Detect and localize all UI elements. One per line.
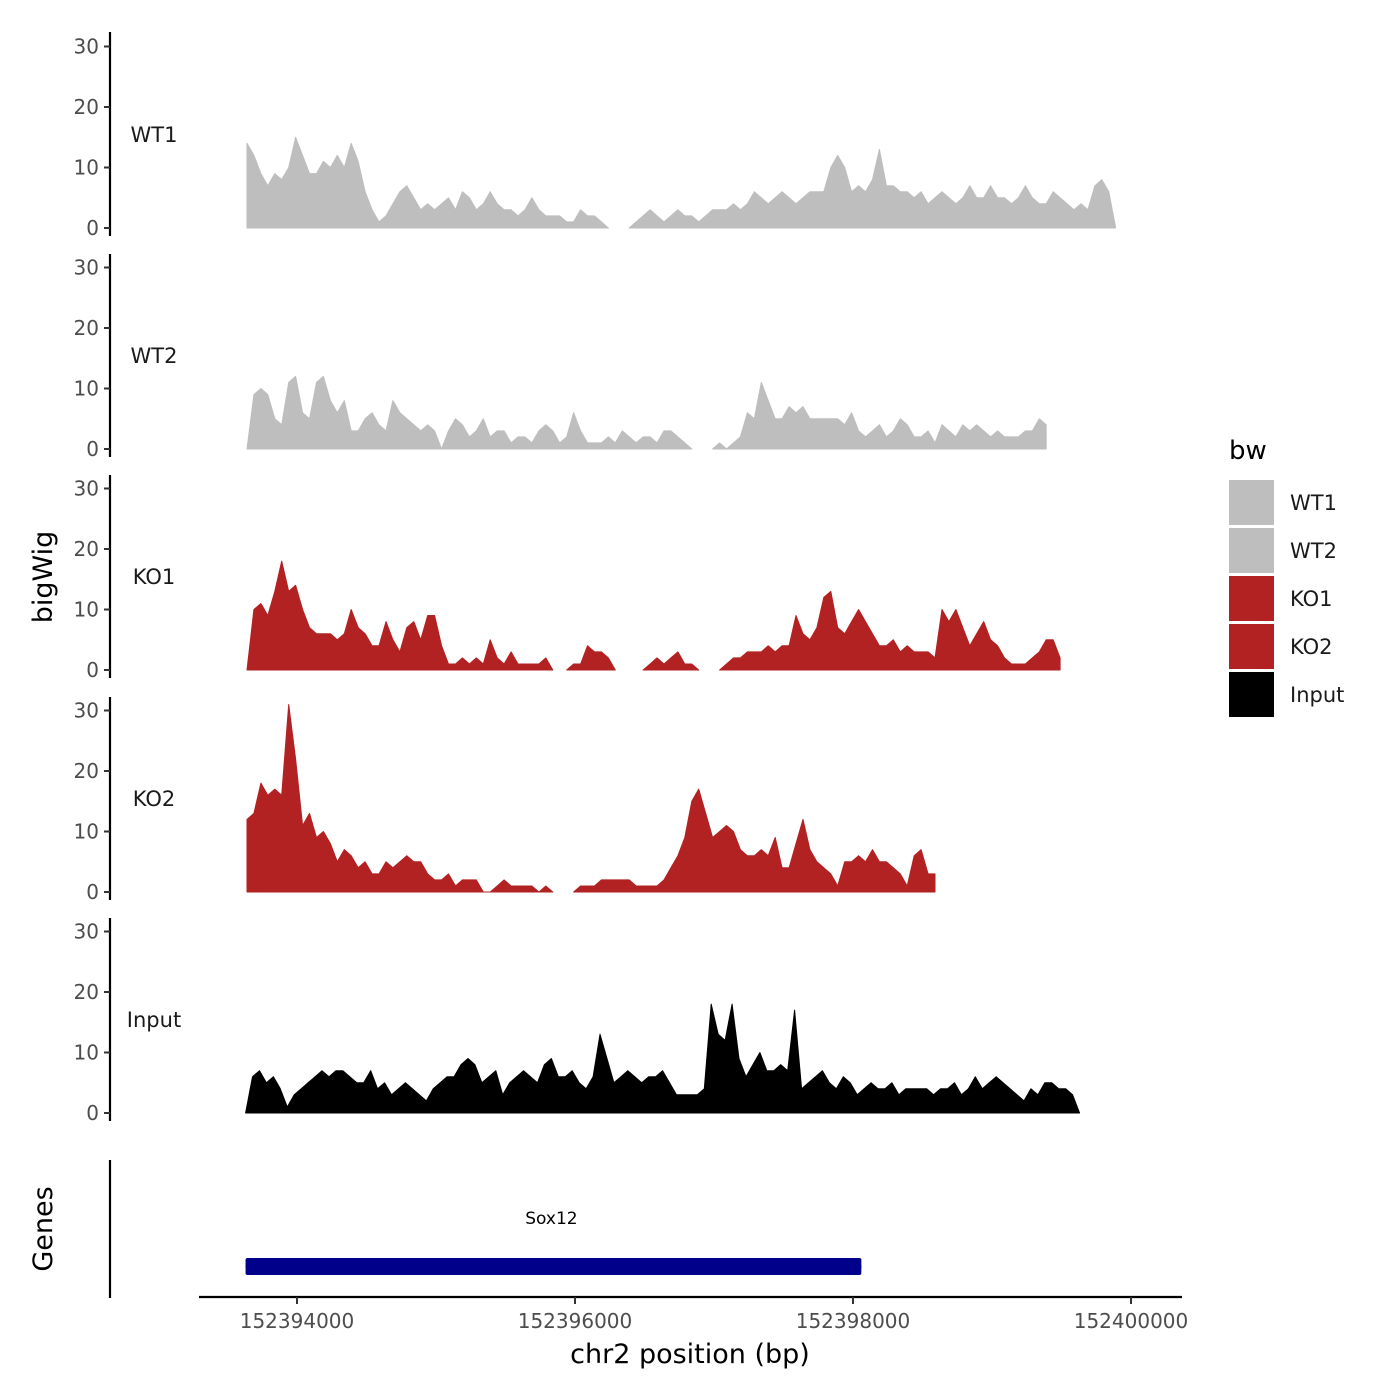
y-tick-label: 20 [74,980,99,1004]
legend-swatch-ko2 [1229,624,1274,669]
gene-track: Sox12 [108,1160,862,1298]
track-label: KO1 [133,565,176,589]
y-tick-label: 30 [74,256,99,280]
y-tick-label: 10 [74,156,99,180]
track-label: WT1 [131,123,178,147]
signal-area [573,788,936,893]
legend-swatch-ko1 [1229,576,1274,621]
legend-swatch-wt1 [1229,480,1274,525]
y-tick-label: 20 [74,537,99,561]
track-label: WT2 [131,344,178,368]
legend-swatch-wt2 [1229,528,1274,573]
signal-area [712,381,1047,450]
legend-swatch-input [1229,672,1274,717]
x-tick-label: 152398000 [796,1309,911,1333]
track-ko1: 0 10 20 30 KO1 [74,475,1061,682]
y-tick-label: 30 [74,35,99,59]
track-input: 0 10 20 30 Input [74,918,1081,1125]
y-tick-label: 10 [74,820,99,844]
signal-area [628,148,1117,229]
signal-area [566,645,616,671]
y-tick-label: 30 [74,477,99,501]
signal-tracks: 0 10 20 30 WT1 0 10 20 30 WT2 0 10 20 30 KO1 0 10 20 30 KO2… [74,32,1117,1125]
y-tick-label: 0 [86,216,99,240]
legend-label-wt2: WT2 [1290,539,1337,563]
x-tick-label: 152394000 [240,1309,355,1333]
gene-track-title: Genes [28,1186,59,1271]
y-tick-label: 0 [86,658,99,682]
legend-label-ko1: KO1 [1290,587,1333,611]
signal-area [245,1003,1081,1114]
signal-area [719,590,1061,671]
y-axis-title: bigWig [28,531,59,624]
legend: bw WT1 WT2 KO1 KO2 Input [1229,436,1344,717]
y-tick-label: 20 [74,316,99,340]
x-tick-label: 152396000 [518,1309,633,1333]
legend-label-ko2: KO2 [1290,635,1333,659]
signal-area [246,704,554,893]
y-tick-label: 0 [86,880,99,904]
track-wt2: 0 10 20 30 WT2 [74,254,1047,461]
x-axis: 152394000 152396000 152398000 152400000 [199,1295,1189,1333]
signal-area [642,651,700,671]
y-tick-label: 10 [74,1041,99,1065]
legend-title: bw [1229,436,1267,466]
y-tick-label: 10 [74,377,99,401]
track-label: Input [127,1008,181,1032]
x-tick-label: 152400000 [1074,1309,1189,1333]
legend-label-input: Input [1290,683,1344,707]
y-tick-label: 20 [74,759,99,783]
gene-label: Sox12 [525,1209,577,1229]
legend-label-wt1: WT1 [1290,491,1337,515]
y-tick-label: 10 [74,598,99,622]
signal-area [246,375,693,450]
track-wt1: 0 10 20 30 WT1 [74,32,1117,240]
signal-area [246,136,609,229]
y-tick-label: 20 [74,95,99,119]
y-tick-label: 0 [86,437,99,461]
signal-area [246,560,554,671]
y-tick-label: 0 [86,1101,99,1125]
y-tick-label: 30 [74,699,99,723]
x-axis-title: chr2 position (bp) [570,1339,810,1370]
track-ko2: 0 10 20 30 KO2 [74,697,936,904]
track-label: KO2 [133,787,176,811]
y-tick-label: 30 [74,920,99,944]
